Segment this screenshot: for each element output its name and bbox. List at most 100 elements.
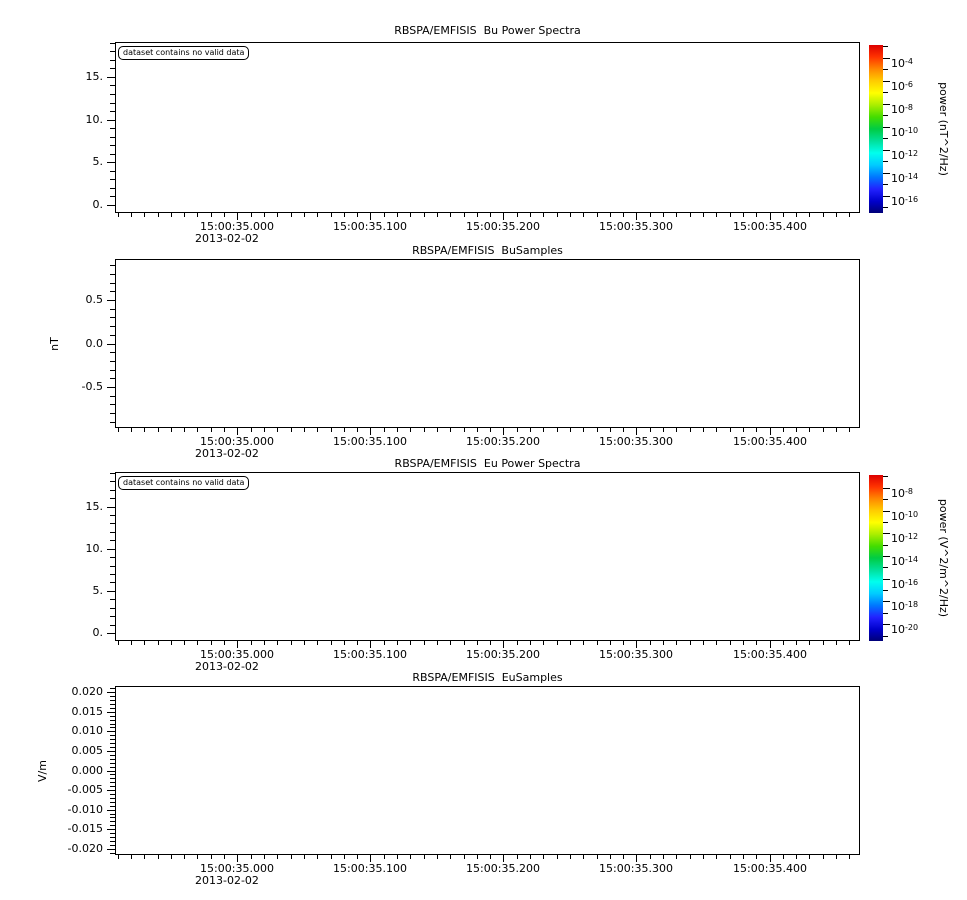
x-tick-minor bbox=[171, 641, 172, 645]
x-tick-major bbox=[636, 641, 637, 648]
x-tick-minor bbox=[357, 641, 358, 645]
x-tick-minor bbox=[197, 213, 198, 217]
x-tick-minor bbox=[849, 213, 850, 217]
y-tick-minor bbox=[110, 103, 115, 104]
x-tick-minor bbox=[131, 855, 132, 859]
x-tick-minor bbox=[264, 641, 265, 645]
colorbar-tick-label: 10-18 bbox=[891, 599, 918, 613]
y-tick-major bbox=[107, 633, 115, 634]
y-tick-minor bbox=[110, 727, 115, 728]
y-tick-minor bbox=[110, 806, 115, 807]
y-tick-minor bbox=[110, 540, 115, 541]
plot-frame[interactable] bbox=[115, 686, 860, 855]
y-tick-minor bbox=[110, 473, 115, 474]
plot-frame[interactable] bbox=[115, 472, 860, 641]
y-tick-minor bbox=[110, 51, 115, 52]
x-tick-minor bbox=[583, 855, 584, 859]
x-tick-minor bbox=[450, 641, 451, 645]
y-tick-label: -0.020 bbox=[67, 842, 103, 855]
x-tick-minor bbox=[464, 213, 465, 217]
x-axis-date: 2013-02-02 bbox=[195, 232, 259, 245]
x-tick-minor bbox=[743, 855, 744, 859]
y-tick-minor bbox=[110, 802, 115, 803]
colorbar-tick-exponent: -8 bbox=[905, 103, 913, 112]
colorbar-tick-major bbox=[883, 196, 890, 197]
x-tick-minor bbox=[424, 855, 425, 859]
colorbar-tick-minor bbox=[883, 207, 888, 208]
colorbar-tick-exponent: -10 bbox=[905, 126, 919, 135]
colorbar-tick-exponent: -4 bbox=[905, 57, 913, 66]
y-tick-minor bbox=[110, 94, 115, 95]
x-tick-minor bbox=[809, 428, 810, 432]
colorbar-tick-exponent: -16 bbox=[905, 578, 919, 587]
x-tick-minor bbox=[384, 428, 385, 432]
colorbar-tick-major bbox=[883, 511, 890, 512]
x-tick-minor bbox=[224, 213, 225, 217]
y-tick-minor bbox=[110, 794, 115, 795]
y-tick-minor bbox=[110, 774, 115, 775]
colorbar-tick-minor bbox=[883, 476, 888, 477]
x-tick-minor bbox=[597, 855, 598, 859]
x-tick-minor bbox=[490, 641, 491, 645]
y-tick-minor bbox=[110, 821, 115, 822]
x-tick-minor bbox=[557, 428, 558, 432]
colorbar-tick-mantissa: 10 bbox=[891, 103, 905, 116]
y-tick-minor bbox=[110, 837, 115, 838]
colorbar-gradient[interactable] bbox=[869, 475, 883, 641]
colorbar-tick-major bbox=[883, 150, 890, 151]
x-tick-minor bbox=[836, 641, 837, 645]
x-tick-minor bbox=[716, 641, 717, 645]
y-tick-minor bbox=[110, 60, 115, 61]
y-tick-label: 0.015 bbox=[71, 705, 104, 718]
y-tick-minor bbox=[110, 778, 115, 779]
x-tick-minor bbox=[623, 213, 624, 217]
x-tick-label: 15:00:35.200 bbox=[466, 435, 540, 448]
x-tick-label: 15:00:35.000 bbox=[200, 648, 274, 661]
y-tick-minor bbox=[110, 43, 115, 44]
colorbar-tick-minor bbox=[883, 499, 888, 500]
plot-frame[interactable] bbox=[115, 259, 860, 428]
x-tick-minor bbox=[211, 641, 212, 645]
x-tick-label: 15:00:35.100 bbox=[333, 435, 407, 448]
colorbar-tick-label: 10-14 bbox=[891, 554, 918, 568]
x-tick-minor bbox=[703, 213, 704, 217]
x-tick-minor bbox=[849, 855, 850, 859]
x-tick-major bbox=[503, 213, 504, 220]
colorbar-tick-exponent: -10 bbox=[905, 510, 919, 519]
y-tick-minor bbox=[110, 68, 115, 69]
x-tick-minor bbox=[450, 855, 451, 859]
x-tick-minor bbox=[650, 428, 651, 432]
x-tick-minor bbox=[197, 428, 198, 432]
x-tick-minor bbox=[264, 428, 265, 432]
x-tick-minor bbox=[384, 641, 385, 645]
y-tick-major bbox=[107, 790, 115, 791]
x-tick-minor bbox=[331, 855, 332, 859]
colorbar-tick-mantissa: 10 bbox=[891, 172, 905, 185]
x-tick-minor bbox=[597, 213, 598, 217]
y-tick-minor bbox=[110, 845, 115, 846]
y-tick-minor bbox=[110, 582, 115, 583]
x-tick-minor bbox=[557, 855, 558, 859]
colorbar-gradient[interactable] bbox=[869, 45, 883, 213]
x-tick-minor bbox=[251, 641, 252, 645]
x-tick-minor bbox=[836, 213, 837, 217]
y-tick-minor bbox=[110, 137, 115, 138]
y-tick-minor bbox=[110, 574, 115, 575]
colorbar-tick-mantissa: 10 bbox=[891, 57, 905, 70]
colorbar-tick-exponent: -18 bbox=[905, 600, 919, 609]
x-tick-minor bbox=[357, 213, 358, 217]
x-tick-minor bbox=[570, 213, 571, 217]
colorbar-tick-exponent: -16 bbox=[905, 195, 919, 204]
y-tick-minor bbox=[110, 378, 115, 379]
x-tick-minor bbox=[384, 855, 385, 859]
y-axis-unit-label: V/m bbox=[36, 760, 49, 782]
x-tick-minor bbox=[344, 428, 345, 432]
colorbar-tick-mantissa: 10 bbox=[891, 555, 905, 568]
x-tick-minor bbox=[277, 213, 278, 217]
y-tick-major bbox=[107, 731, 115, 732]
x-tick-major bbox=[770, 213, 771, 220]
plot-frame[interactable] bbox=[115, 42, 860, 213]
x-tick-minor bbox=[690, 428, 691, 432]
x-tick-minor bbox=[783, 213, 784, 217]
x-tick-minor bbox=[131, 428, 132, 432]
